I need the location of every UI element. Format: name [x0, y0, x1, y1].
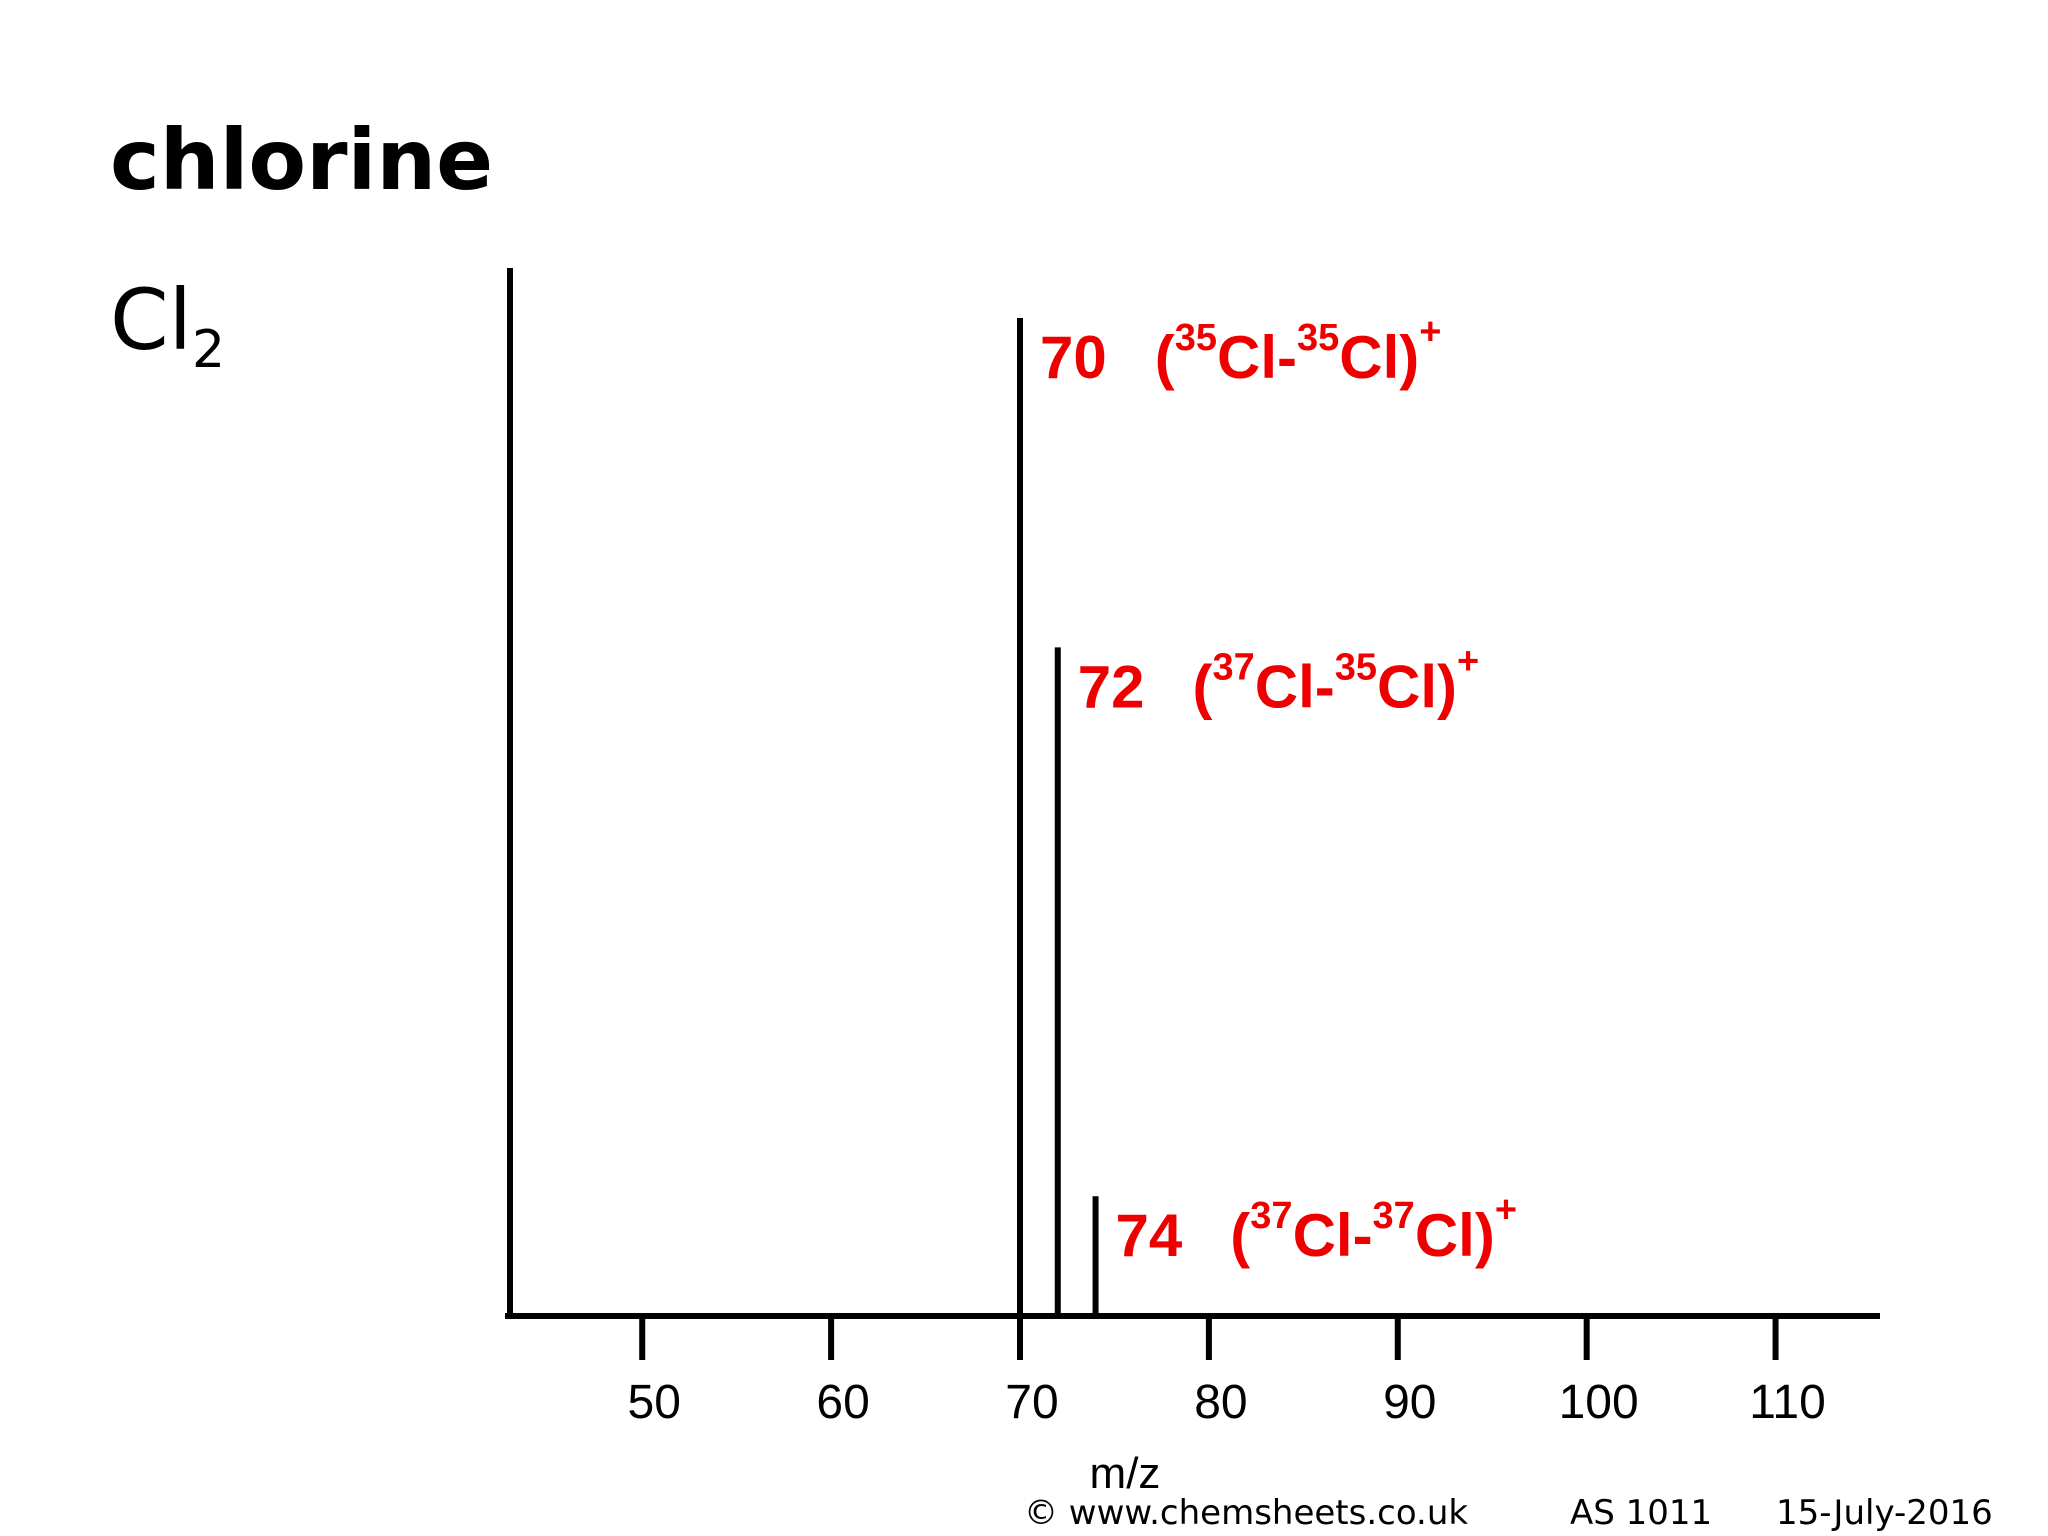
peak-charge: + — [1495, 1189, 1517, 1231]
peak-isotope-1: 37 — [1250, 1195, 1292, 1237]
peak-isotope-2: 35 — [1335, 646, 1377, 688]
peak-element-2: Cl) — [1377, 653, 1457, 720]
axes: m/z — [505, 268, 1880, 1498]
peak-mass-label: 70 — [1040, 324, 1107, 391]
peak-isotope-1: 37 — [1213, 646, 1255, 688]
peak-mass-label: 74 — [1116, 1202, 1183, 1269]
peak-labels: 70 (35Cl-35Cl)+72 (37Cl-35Cl)+74 (37Cl-37Cl… — [1040, 311, 1517, 1269]
peak-element-2: Cl) — [1415, 1202, 1495, 1269]
peak-paren-open: ( — [1230, 1202, 1250, 1269]
footer-code: AS 1011 — [1570, 1493, 1713, 1533]
x-tick-label: 90 — [1383, 1376, 1436, 1429]
x-tick-label: 60 — [816, 1376, 869, 1429]
footer-date: 15-July-2016 — [1776, 1493, 1993, 1533]
x-tick-label: 70 — [1005, 1376, 1058, 1429]
x-ticks: 50 60 70 80 90 100 110 — [628, 1316, 1826, 1429]
peak-element-1: Cl- — [1217, 324, 1297, 391]
formula: Cl2 — [110, 278, 225, 376]
peak-isotope-2: 37 — [1373, 1195, 1415, 1237]
peak-element-1: Cl- — [1255, 653, 1335, 720]
x-tick-label: 100 — [1559, 1376, 1639, 1429]
peak-label: 72 (37Cl-35Cl)+ — [1078, 640, 1479, 720]
footer-copyright: © www.chemsheets.co.uk — [1024, 1493, 1469, 1533]
peak-mass-label: 72 — [1078, 653, 1145, 720]
page-title: chlorine — [110, 111, 494, 209]
peak-label: 74 (37Cl-37Cl)+ — [1116, 1189, 1517, 1269]
peak-label: 70 (35Cl-35Cl)+ — [1040, 311, 1441, 391]
x-axis-label: m/z — [1090, 1449, 1161, 1498]
peaks — [1017, 318, 1099, 1316]
peak-isotope-1: 35 — [1175, 317, 1217, 359]
peak-charge: + — [1457, 640, 1479, 682]
peak-isotope-2: 35 — [1297, 317, 1339, 359]
peak-charge: + — [1419, 311, 1441, 353]
x-tick-label: 80 — [1194, 1376, 1247, 1429]
formula-main: Cl — [110, 271, 192, 369]
formula-subscript: 2 — [192, 320, 226, 380]
peak-element-1: Cl- — [1293, 1202, 1373, 1269]
peak-paren-open: ( — [1155, 324, 1175, 391]
x-tick-label: 50 — [628, 1376, 681, 1429]
x-tick-label: 110 — [1749, 1376, 1826, 1429]
peak-element-2: Cl) — [1339, 324, 1419, 391]
peak-paren-open: ( — [1193, 653, 1213, 720]
